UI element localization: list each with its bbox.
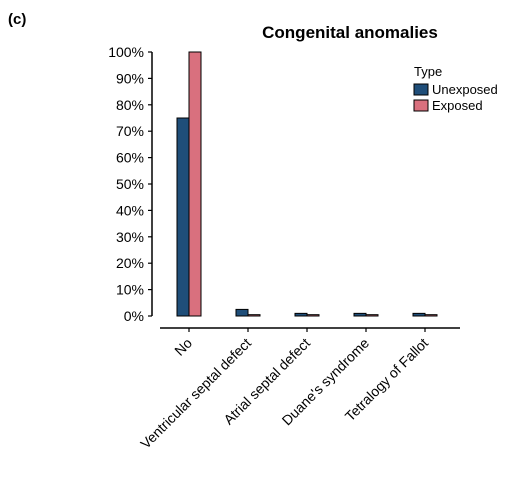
- y-tick-label: 70%: [116, 123, 144, 139]
- bars: [176, 51, 438, 317]
- panel-label: (c): [8, 11, 26, 28]
- y-tick-label: 90%: [116, 70, 144, 86]
- bar-unexposed: [412, 312, 426, 317]
- legend-label: Unexposed: [432, 82, 498, 97]
- y-tick-label: 50%: [116, 176, 144, 192]
- bar-exposed: [424, 314, 438, 317]
- y-tick-label: 20%: [116, 255, 144, 271]
- bar-unexposed: [235, 308, 249, 317]
- bar-unexposed: [353, 312, 367, 317]
- y-tick-label: 60%: [116, 150, 144, 166]
- legend-label: Exposed: [432, 98, 483, 113]
- bar-exposed: [247, 314, 261, 317]
- legend-swatch: [413, 83, 429, 96]
- y-tick-label: 40%: [116, 202, 144, 218]
- x-tick-label: No: [171, 335, 195, 359]
- y-tick-label: 0%: [124, 308, 144, 324]
- bar-exposed: [365, 314, 379, 317]
- bar-exposed: [188, 51, 202, 317]
- y-tick-label: 80%: [116, 97, 144, 113]
- legend-title: Type: [414, 64, 442, 79]
- y-tick-label: 100%: [108, 44, 144, 60]
- bar-unexposed: [176, 117, 190, 317]
- bar-unexposed: [294, 312, 308, 317]
- y-tick-label: 30%: [116, 229, 144, 245]
- bar-exposed: [306, 314, 320, 317]
- chart-title: Congenital anomalies: [262, 23, 438, 42]
- y-tick-label: 10%: [116, 282, 144, 298]
- legend-swatch: [413, 99, 429, 112]
- x-tick-label: Ventricular septal defect: [137, 335, 254, 452]
- axes: 0% 10% 20% 30% 40% 50% 60% 70% 80% 90% 100% NoVentr…: [108, 44, 460, 452]
